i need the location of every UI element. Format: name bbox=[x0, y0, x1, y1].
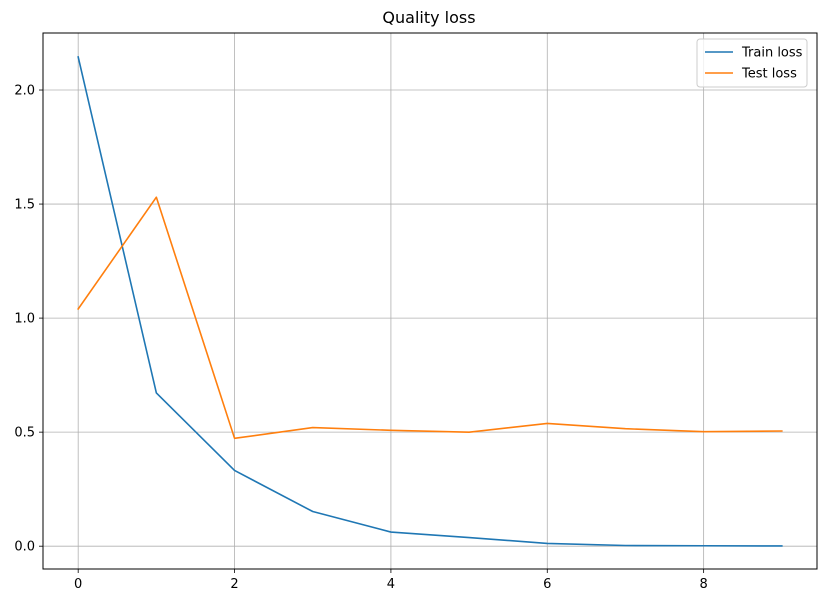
grid bbox=[43, 33, 817, 569]
y-tick-label: 0.5 bbox=[14, 426, 35, 441]
x-tick-label: 6 bbox=[543, 577, 551, 592]
y-tick-label: 2.0 bbox=[14, 84, 35, 99]
y-tick-label: 0.0 bbox=[14, 540, 35, 555]
x-tick-label: 4 bbox=[387, 577, 395, 592]
axis-ticks: 0 2 4 6 8 0.0 0.5 1.0 1.5 2.0 bbox=[14, 84, 707, 592]
plot-frame bbox=[42, 32, 818, 570]
legend-label: Test loss bbox=[741, 67, 797, 82]
chart-title: Quality loss bbox=[382, 8, 475, 27]
legend: Train loss Test loss bbox=[696, 38, 808, 88]
series-line-test-loss bbox=[77, 196, 783, 440]
x-tick-label: 0 bbox=[74, 577, 82, 592]
plot-lines bbox=[77, 55, 783, 547]
x-tick-label: 2 bbox=[230, 577, 238, 592]
legend-box bbox=[696, 38, 808, 88]
legend-label: Train loss bbox=[741, 46, 803, 61]
x-tick-label: 8 bbox=[699, 577, 707, 592]
y-tick-label: 1.0 bbox=[14, 312, 35, 327]
series-line-train-loss bbox=[77, 55, 783, 547]
y-tick-label: 1.5 bbox=[14, 198, 35, 213]
